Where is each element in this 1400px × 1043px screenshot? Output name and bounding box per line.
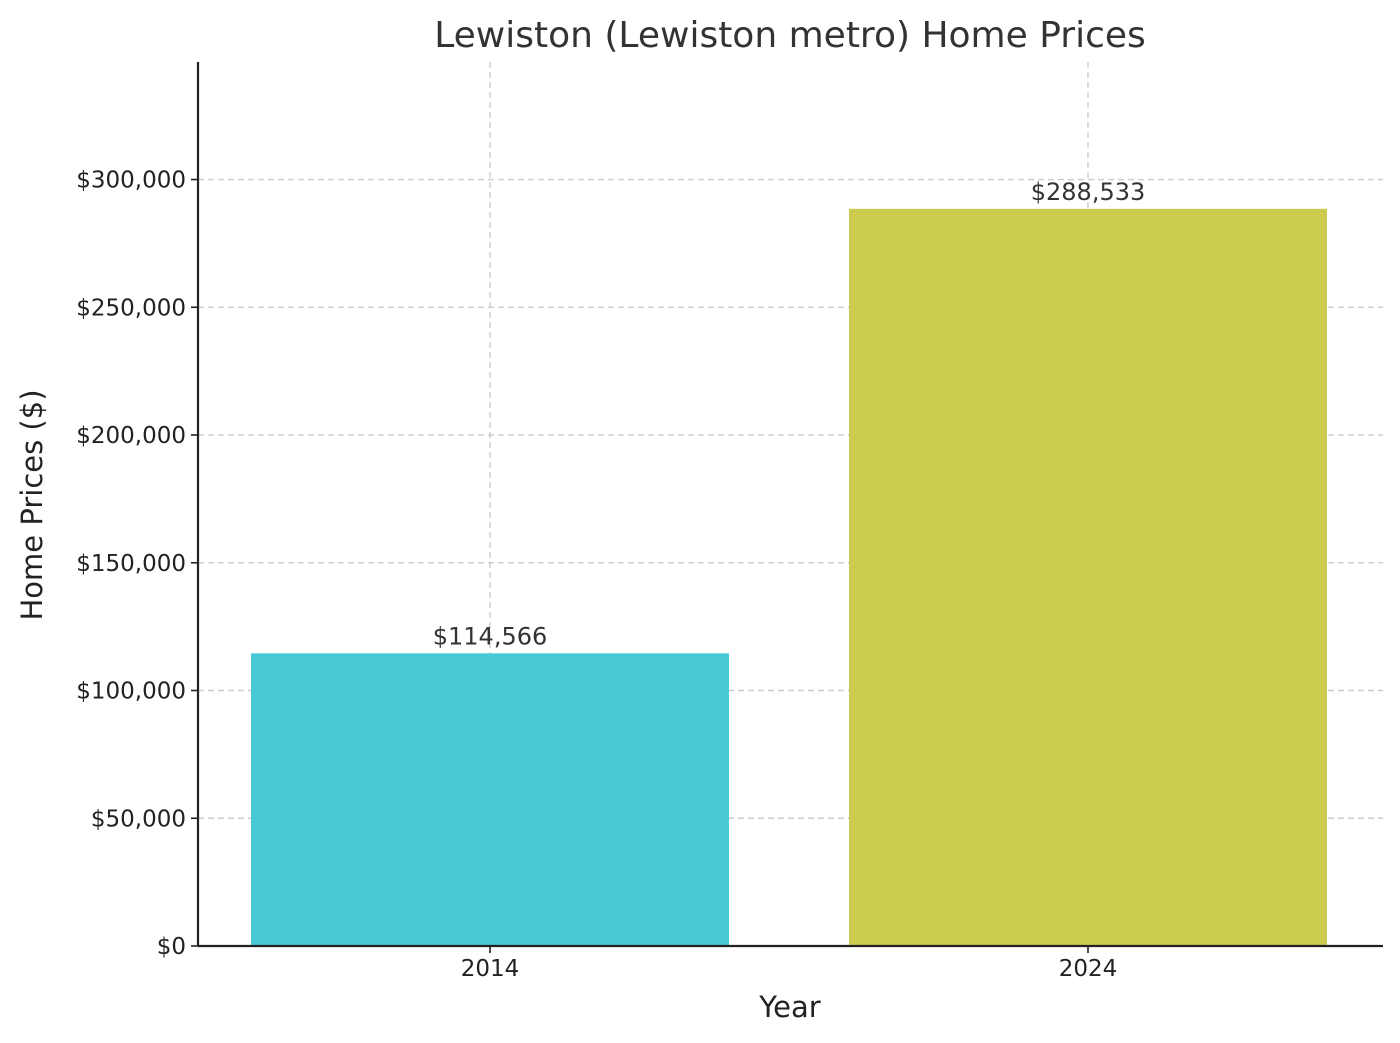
- y-tick-label: $100,000: [76, 679, 186, 705]
- y-tick-label: $150,000: [76, 551, 186, 577]
- x-tick-label: 2024: [1059, 956, 1118, 982]
- y-axis-title: Home Prices ($): [15, 389, 49, 620]
- y-tick-label: $0: [157, 934, 186, 960]
- bar-value-labels: $114,566 $288,533: [433, 178, 1146, 650]
- axes: [196, 62, 1383, 948]
- y-tick-label: $50,000: [91, 806, 186, 832]
- x-axis-title: Year: [758, 990, 820, 1024]
- bar-2024: [849, 208, 1327, 947]
- x-axis-ticks: 2014 2024: [461, 946, 1118, 982]
- bars: [251, 208, 1327, 947]
- bar-value-label: $288,533: [1031, 178, 1146, 206]
- y-tick-label: $250,000: [76, 295, 186, 321]
- bar-value-label: $114,566: [433, 622, 548, 650]
- y-tick-label: $200,000: [76, 423, 186, 449]
- y-axis-ticks: $0 $50,000 $100,000 $150,000 $200,000 $250,00…: [76, 168, 198, 960]
- y-tick-label: $300,000: [76, 168, 186, 194]
- x-tick-label: 2014: [461, 956, 520, 982]
- chart-title: Lewiston (Lewiston metro) Home Prices: [434, 15, 1146, 56]
- bar-2014: [251, 653, 729, 946]
